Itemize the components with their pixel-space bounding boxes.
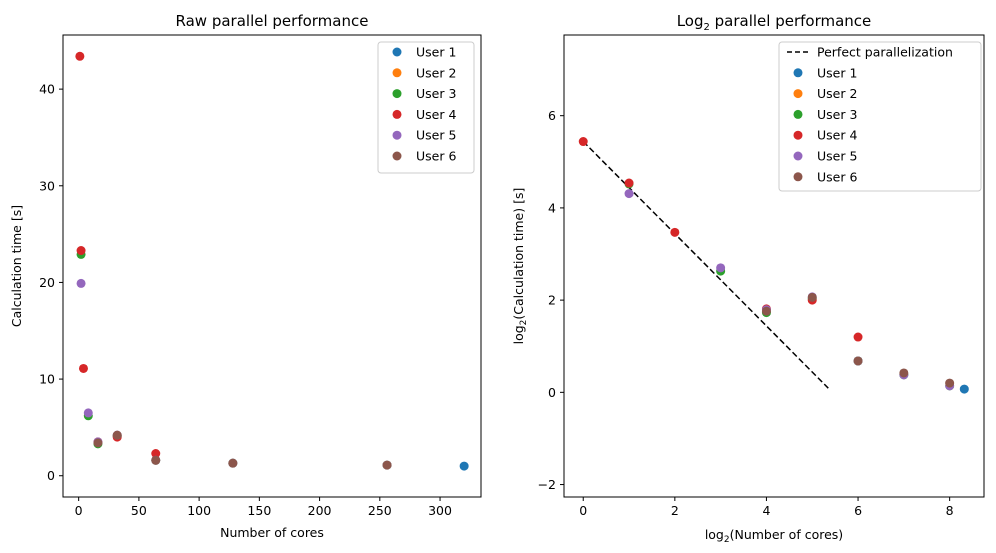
left-x-tick-label: 250 (368, 503, 392, 518)
right-point-user-4 (578, 137, 588, 147)
right-point-user-6 (899, 368, 909, 378)
right-subplot: Log2 parallel performance log2(Number of… (511, 12, 985, 545)
right-ticks: 0 2 4 6 8 −2 0 2 4 6 (538, 108, 954, 518)
perfect-parallelization-line (582, 140, 829, 389)
right-point-user-6 (807, 292, 817, 302)
right-legend-label: Perfect parallelization (817, 45, 953, 60)
left-point-user-6 (228, 458, 238, 468)
left-legend-marker (392, 68, 402, 78)
right-legend-box (778, 41, 982, 192)
right-point-user-1 (959, 384, 969, 394)
left-ticks: 0 50 100 150 200 250 300 0 10 20 30 40 (39, 82, 452, 518)
left-point-user-6 (112, 430, 122, 440)
right-y-tick-label: 2 (548, 293, 556, 308)
left-legend-label: User 5 (416, 128, 456, 143)
left-point-user-6 (151, 455, 161, 465)
right-legend-label: User 6 (817, 169, 857, 184)
right-point-user-5 (624, 189, 634, 199)
left-x-tick-label: 100 (187, 503, 211, 518)
right-legend-items: Perfect parallelization User 1 User 2 User … (787, 45, 953, 184)
right-legend-marker (793, 89, 803, 99)
left-point-user-5 (76, 278, 86, 288)
right-plot-frame (563, 34, 985, 498)
left-legend-label: User 6 (416, 149, 456, 164)
right-legend-marker (793, 109, 803, 119)
left-y-tick-label: 30 (39, 178, 55, 193)
left-legend-items: User 1 User 2 User 3 User 4 User 5 User 6 (392, 45, 456, 164)
right-y-tick-label: 6 (548, 108, 556, 123)
left-point-user-4 (78, 363, 88, 373)
right-legend-label: User 1 (817, 65, 857, 80)
left-legend-marker (392, 47, 402, 57)
right-y-axis-label: log2(Calculation time) [s] (511, 188, 529, 345)
left-y-tick-label: 10 (39, 372, 55, 387)
left-point-user-5 (83, 408, 93, 418)
left-y-tick-label: 40 (39, 82, 55, 97)
right-x-axis-label: log2(Number of cores) (705, 527, 843, 545)
right-point-user-6 (853, 356, 863, 366)
left-legend-marker (392, 109, 402, 119)
left-point-user-1 (459, 461, 469, 471)
left-x-tick-label: 150 (247, 503, 271, 518)
right-legend-marker (793, 130, 803, 140)
right-point-user-6 (761, 306, 771, 316)
right-point-user-6 (945, 378, 955, 388)
right-legend-marker (793, 172, 803, 182)
right-legend-label: User 5 (817, 149, 857, 164)
right-data-points (578, 137, 969, 394)
left-point-user-4 (76, 246, 86, 256)
right-y-tick-label: −2 (538, 477, 556, 492)
left-legend-box (377, 41, 475, 174)
left-legend-label: User 1 (416, 45, 456, 60)
right-legend-label: User 3 (817, 107, 857, 122)
left-chart-title: Raw parallel performance (176, 12, 369, 30)
right-chart-title: Log2 parallel performance (677, 12, 872, 33)
right-y-tick-label: 0 (548, 385, 556, 400)
left-x-axis-label: Number of cores (220, 525, 324, 540)
right-legend: Perfect parallelization User 1 User 2 User … (778, 41, 982, 192)
left-legend-label: User 3 (416, 86, 456, 101)
right-y-tick-label: 4 (548, 200, 556, 215)
right-legend-label: User 2 (817, 86, 857, 101)
right-point-user-4 (853, 332, 863, 342)
left-point-user-4 (75, 51, 85, 61)
right-x-tick-label: 8 (946, 503, 954, 518)
left-legend: User 1 User 2 User 3 User 4 User 5 User 6 (377, 41, 475, 174)
right-point-user-5 (716, 263, 726, 273)
left-y-axis-label: Calculation time [s] (9, 205, 24, 327)
left-y-tick-label: 20 (39, 275, 55, 290)
left-legend-marker (392, 151, 402, 161)
left-legend-marker (392, 130, 402, 140)
left-x-tick-label: 50 (131, 503, 147, 518)
left-point-user-4 (151, 449, 161, 459)
right-legend-marker (793, 151, 803, 161)
right-x-tick-label: 0 (579, 503, 587, 518)
left-legend-marker (392, 89, 402, 99)
right-x-tick-label: 4 (762, 503, 770, 518)
left-y-tick-label: 0 (47, 468, 55, 483)
left-x-tick-label: 0 (75, 503, 83, 518)
left-point-user-6 (93, 438, 103, 448)
right-legend-label: User 4 (817, 128, 857, 143)
right-x-tick-label: 6 (854, 503, 862, 518)
right-point-user-4 (670, 227, 680, 237)
right-point-user-4 (624, 178, 634, 188)
right-x-tick-label: 2 (671, 503, 679, 518)
left-x-tick-label: 200 (308, 503, 332, 518)
left-legend-label: User 2 (416, 65, 456, 80)
left-subplot: Raw parallel performance Number of cores… (9, 12, 482, 540)
right-reference-line (582, 140, 829, 389)
left-data-points (75, 51, 469, 471)
left-x-tick-label: 300 (428, 503, 452, 518)
left-legend-label: User 4 (416, 107, 456, 122)
left-plot-frame (62, 34, 482, 498)
left-point-user-6 (382, 460, 392, 470)
right-legend-marker (793, 68, 803, 78)
